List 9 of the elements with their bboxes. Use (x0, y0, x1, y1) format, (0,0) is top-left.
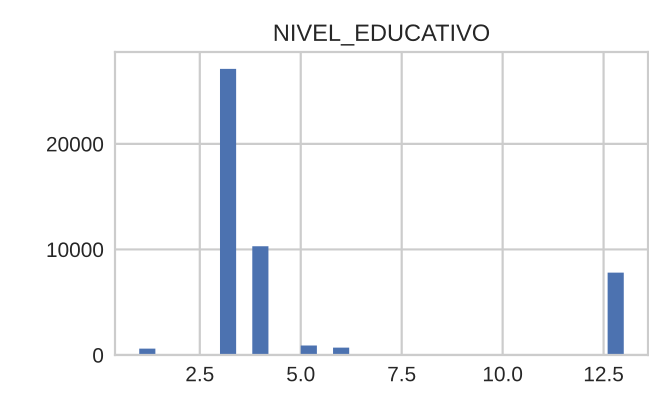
x-tick-label: 7.5 (388, 366, 416, 382)
y-tick-label: 20000 (47, 136, 104, 152)
y-tick-label: 10000 (48, 242, 104, 258)
x-tick-label: 5.0 (287, 366, 314, 382)
x-tick-label: 10.0 (484, 366, 522, 382)
chart-title: NIVEL_EDUCATIVO (274, 24, 490, 46)
x-tick-label: 2.5 (186, 366, 214, 382)
y-tick-label: 0 (93, 348, 104, 363)
x-tick-label: 12.5 (584, 366, 623, 382)
